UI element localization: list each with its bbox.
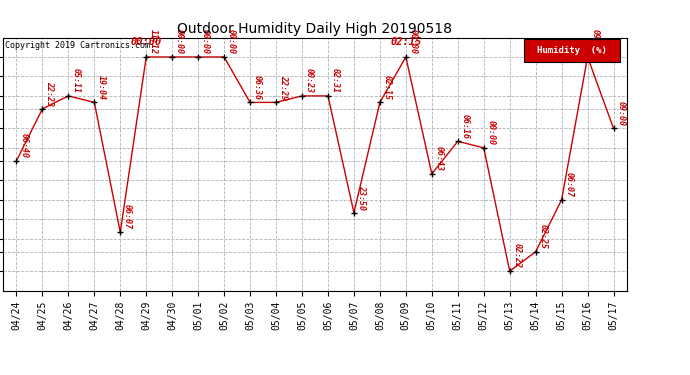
Title: Outdoor Humidity Daily High 20190518: Outdoor Humidity Daily High 20190518	[177, 22, 453, 36]
Text: 02:15: 02:15	[383, 75, 392, 100]
Text: 11:12: 11:12	[149, 29, 158, 54]
Text: 22:23: 22:23	[45, 81, 55, 106]
Text: 02:22: 02:22	[513, 243, 522, 268]
Text: 06:36: 06:36	[253, 75, 262, 100]
Text: 00:00: 00:00	[227, 29, 236, 54]
Text: 00:00: 00:00	[486, 120, 495, 145]
Text: 22:29: 22:29	[279, 75, 288, 100]
Text: 00:00: 00:00	[408, 29, 417, 54]
Text: 00:00: 00:00	[201, 29, 210, 54]
Text: 05:11: 05:11	[71, 68, 80, 93]
Text: 02:15: 02:15	[391, 37, 422, 47]
Text: 02:31: 02:31	[331, 68, 339, 93]
Text: 02:25: 02:25	[538, 224, 547, 249]
Text: 06:43: 06:43	[435, 146, 444, 171]
Text: 06:40: 06:40	[19, 133, 28, 158]
Text: 06:07: 06:07	[123, 204, 132, 230]
Text: Copyright 2019 Cartronics.com: Copyright 2019 Cartronics.com	[5, 41, 150, 50]
Text: 00:00: 00:00	[175, 29, 184, 54]
Text: 09:00: 09:00	[616, 100, 625, 126]
Text: 06:07: 06:07	[564, 172, 573, 197]
FancyBboxPatch shape	[524, 39, 620, 62]
Text: 00:00: 00:00	[130, 37, 162, 47]
Text: 09:00: 09:00	[591, 29, 600, 54]
Text: 19:04: 19:04	[97, 75, 106, 100]
Text: 23:50: 23:50	[357, 185, 366, 210]
Text: 06:16: 06:16	[460, 114, 470, 139]
Text: 00:23: 00:23	[305, 68, 314, 93]
Text: Humidity  (%): Humidity (%)	[537, 46, 607, 55]
